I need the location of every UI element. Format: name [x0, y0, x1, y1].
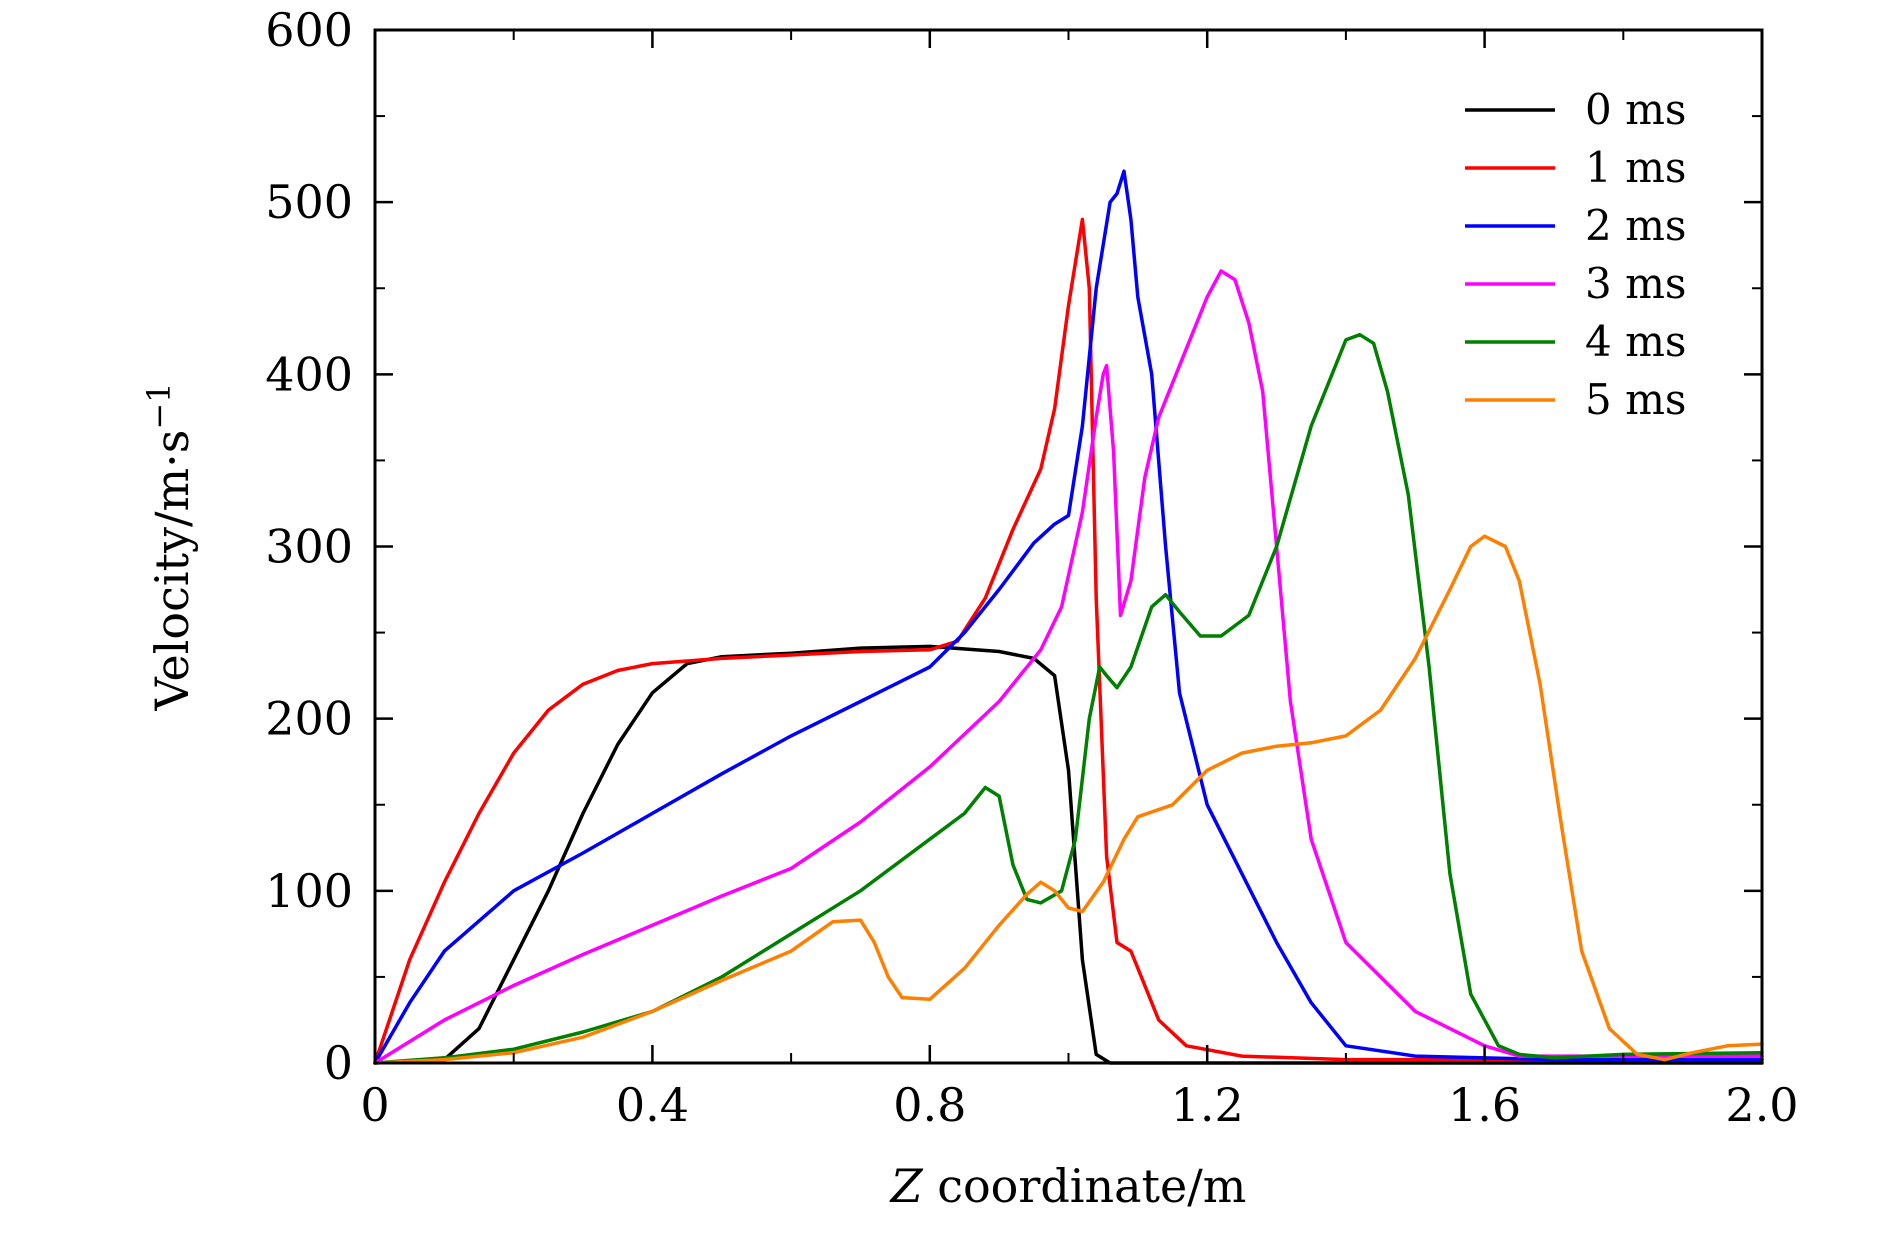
y-tick-label: 200 — [265, 692, 353, 746]
legend-label-1: 1 ms — [1585, 143, 1686, 192]
legend-label-0: 0 ms — [1585, 85, 1686, 134]
y-tick-label: 500 — [265, 175, 353, 229]
x-axis-title: Z coordinate/m — [889, 1159, 1247, 1213]
series-line-1 — [373, 217, 1764, 1065]
series-line-5 — [373, 534, 1764, 1065]
y-axis-title: Velocity/m·s−1 — [140, 382, 199, 711]
x-tick-label: 2.0 — [1725, 1078, 1798, 1132]
legend-label-2: 2 ms — [1585, 201, 1686, 250]
x-tick-label: 0.8 — [893, 1078, 966, 1132]
x-axis-title-italic: Z — [889, 1159, 924, 1213]
legend-label-5: 5 ms — [1585, 375, 1686, 424]
y-tick-label: 300 — [265, 520, 353, 574]
series-line-3 — [373, 269, 1764, 1065]
series-line-0 — [373, 644, 1764, 1065]
x-tick-label: 1.2 — [1171, 1078, 1244, 1132]
legend: 0 ms 1 ms 2 ms 3 ms 4 ms 5 ms — [1465, 85, 1686, 424]
y-axis-title-base: Velocity/m·s — [145, 430, 199, 712]
y-tick-label: 0 — [324, 1036, 353, 1090]
legend-label-4: 4 ms — [1585, 317, 1686, 366]
y-tick-label: 100 — [265, 864, 353, 918]
legend-label-3: 3 ms — [1585, 259, 1686, 308]
x-tick-label: 0 — [360, 1078, 389, 1132]
y-axis-title-sup: −1 — [140, 382, 178, 429]
x-tick-label: 0.4 — [616, 1078, 689, 1132]
series-line-2 — [373, 169, 1764, 1065]
series-line-4 — [373, 332, 1764, 1065]
y-tick-label: 400 — [265, 347, 353, 401]
y-tick-label: 600 — [265, 3, 353, 57]
series-layer — [373, 169, 1764, 1065]
x-tick-label: 1.6 — [1448, 1078, 1521, 1132]
x-axis-title-rest: coordinate/m — [923, 1159, 1247, 1213]
tick-layer: 0 0.4 0.8 1.2 1.6 2.0 0 100 200 300 400 500 600 — [265, 3, 1798, 1132]
